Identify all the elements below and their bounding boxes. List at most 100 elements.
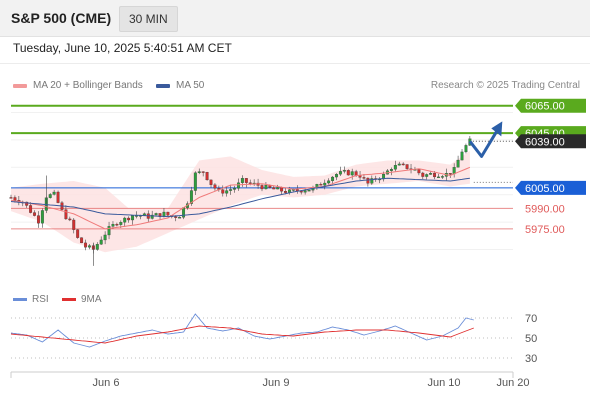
tag-label: 6039.00 [525, 136, 565, 148]
candle-body [284, 191, 287, 193]
candle-body [225, 190, 229, 194]
forecast-arrow-head [491, 121, 503, 137]
candle-body [393, 165, 397, 170]
price-tags: 6065.006045.006039.006005.005990.005975.… [515, 98, 586, 236]
research-credit: Research © 2025 Trading Central [430, 80, 580, 91]
candle-body [221, 189, 225, 194]
legend-ma20-label: MA 20 + Bollinger Bands [33, 80, 143, 91]
legend-ma20: MA 20 + Bollinger Bands [13, 80, 143, 91]
candle-body [154, 213, 158, 216]
candle-body [350, 171, 354, 176]
legend-ma50: MA 50 [156, 80, 204, 91]
forecast-arrow [468, 129, 499, 158]
candle-body [342, 170, 346, 172]
candle-body [107, 226, 111, 236]
candle-body [56, 191, 60, 203]
candle-body [264, 185, 268, 190]
candle-body [229, 189, 233, 191]
top-bar: S&P 500 (CME) 30 MIN [0, 0, 590, 37]
rsi-tick-label: 50 [525, 333, 537, 345]
tag-pivot: 6005.00 [515, 180, 586, 195]
rsi-tick-label: 30 [525, 353, 537, 365]
x-tick-label: Jun 20 [496, 377, 529, 389]
candle-body [421, 172, 425, 177]
candle-body [48, 194, 52, 198]
candle-body [25, 201, 29, 206]
candle-body [417, 169, 421, 174]
candle-body [456, 159, 460, 168]
candle-body [323, 182, 327, 186]
rsi-swatch [13, 298, 27, 301]
candle-body [72, 219, 76, 230]
candle-body [174, 216, 178, 218]
candle-body [280, 187, 284, 192]
candle-body [389, 169, 393, 171]
candle-body [33, 212, 36, 216]
ma20-swatch [13, 83, 27, 88]
instrument-title: S&P 500 (CME) [11, 10, 112, 26]
candle-body [150, 214, 154, 219]
candle-body [338, 171, 342, 175]
candle-body [76, 229, 80, 238]
legend-ma9: 9MA [62, 294, 102, 305]
candle-body [244, 178, 248, 183]
tag-resistance: 6065.00 [515, 98, 586, 113]
candle-body [346, 170, 350, 176]
candle-body [366, 177, 370, 184]
candle-body [189, 190, 193, 204]
candle-body [193, 172, 197, 191]
candle-body [233, 188, 236, 190]
support-level-label: 5975.00 [525, 224, 565, 236]
candle-body [405, 164, 409, 169]
candle-body [319, 184, 323, 186]
legend-rsi-label: RSI [32, 294, 49, 305]
candle-body [158, 213, 162, 217]
candle-body [260, 185, 264, 190]
tag-shape [515, 98, 586, 113]
candle-body [205, 172, 209, 181]
candle-body [248, 182, 252, 184]
rsi-tick-label: 70 [525, 313, 537, 325]
candle-body [401, 163, 405, 166]
candle-body [103, 234, 107, 241]
candle-body [84, 242, 87, 248]
candle-body [209, 179, 213, 185]
support-level-label: 5990.00 [525, 203, 565, 215]
x-tick-label: Jun 9 [263, 377, 290, 389]
candle-body [440, 176, 444, 178]
ma50-line [10, 177, 470, 218]
chart-datetime: Tuesday, June 10, 2025 5:40:51 AM CET [13, 41, 232, 55]
candle-body [127, 217, 131, 221]
candle-body [178, 217, 182, 219]
header-divider [0, 63, 590, 64]
candle-body [13, 197, 17, 201]
candle-body [335, 174, 338, 178]
candle-body [213, 184, 217, 189]
candle-body [307, 189, 311, 192]
candle-body [201, 171, 205, 173]
candle-body [433, 173, 437, 178]
candle-body [37, 215, 40, 224]
timeframe-button[interactable]: 30 MIN [119, 6, 178, 32]
x-tick-label: Jun 10 [427, 377, 460, 389]
candle-body [460, 151, 464, 161]
candle-body [370, 178, 374, 184]
candle-body [131, 215, 135, 221]
ma9-swatch [62, 298, 76, 301]
ma9-line [10, 325, 474, 344]
candle-body [272, 187, 276, 190]
tag-shape [515, 180, 586, 195]
candle-body [9, 197, 13, 199]
candle-body [111, 223, 115, 227]
candle-body [166, 211, 170, 216]
candle-body [240, 178, 244, 183]
candle-body [464, 145, 468, 153]
candle-body [40, 210, 44, 224]
bollinger-band [11, 150, 470, 253]
candle-body [437, 176, 440, 179]
candle-body [29, 205, 33, 213]
candle-body [115, 223, 119, 226]
ma50-swatch [156, 83, 170, 88]
candle-body [119, 222, 123, 225]
